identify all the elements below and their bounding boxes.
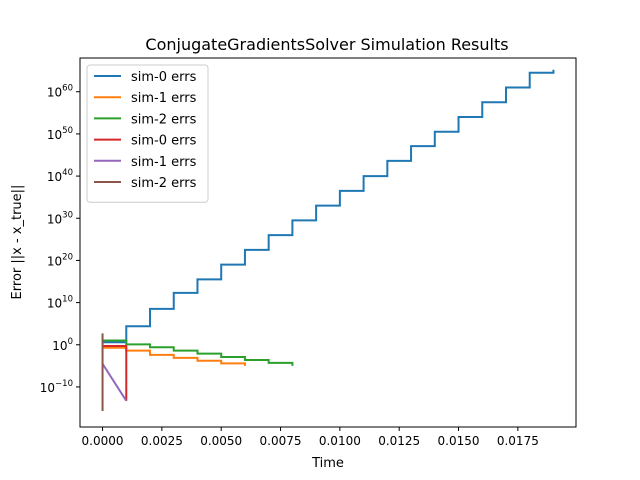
x-tick-label: 0.0100 bbox=[319, 434, 361, 448]
y-tick-exponent: 40 bbox=[62, 168, 73, 178]
x-tick-label: 0.0150 bbox=[438, 434, 480, 448]
y-tick-base: 10 bbox=[47, 128, 62, 142]
legend-box bbox=[86, 64, 209, 203]
x-tick-label: 0.0125 bbox=[378, 434, 420, 448]
y-tick-base: 10 bbox=[47, 254, 62, 268]
legend-label-5: sim-2 errs bbox=[131, 176, 197, 191]
legend-label-3: sim-0 errs bbox=[131, 134, 197, 149]
legend: sim-0 errs sim-1 errs sim-2 errs sim-0 errs… bbox=[86, 64, 209, 203]
y-tick-exponent: 60 bbox=[62, 84, 73, 94]
y-tick-base: 10 bbox=[47, 212, 62, 226]
legend-label-1: sim-1 errs bbox=[131, 91, 197, 106]
y-tick-base: 10 bbox=[40, 381, 55, 395]
y-tick-exponent: 20 bbox=[62, 252, 73, 262]
y-tick-label: 1040 bbox=[47, 168, 73, 184]
x-tick-label: 0.0175 bbox=[497, 434, 539, 448]
y-tick-base: 10 bbox=[47, 297, 62, 311]
y-tick-exponent: 0 bbox=[68, 337, 73, 347]
y-tick-label: 100 bbox=[52, 337, 73, 353]
series-line-4 bbox=[101, 363, 128, 402]
y-tick-exponent: 50 bbox=[62, 126, 73, 136]
y-tick-base: 10 bbox=[47, 86, 62, 100]
y-tick-exponent: 30 bbox=[62, 210, 73, 220]
legend-label-0: sim-0 errs bbox=[131, 70, 197, 85]
y-tick-label: 10−10 bbox=[40, 379, 73, 395]
y-tick-base: 10 bbox=[52, 339, 67, 353]
y-tick-label: 1010 bbox=[47, 295, 73, 311]
y-tick-exponent: 10 bbox=[62, 295, 73, 305]
y-tick-base: 10 bbox=[47, 170, 62, 184]
legend-label-4: sim-1 errs bbox=[131, 155, 197, 170]
y-axis-label: Error ||x - x_true|| bbox=[10, 185, 25, 300]
y-tick-label: 1030 bbox=[47, 210, 73, 226]
legend-label-2: sim-2 errs bbox=[131, 112, 197, 127]
chart-title: ConjugateGradientsSolver Simulation Resu… bbox=[145, 35, 508, 54]
series-line-3 bbox=[102, 345, 128, 401]
plot-frame bbox=[79, 57, 577, 428]
series-line-2 bbox=[102, 339, 294, 366]
y-tick-label: 1050 bbox=[47, 126, 73, 142]
tick-layer: 0.0000 0.0025 0.0050 0.0075 0.0100 0.0125 0.01… bbox=[40, 84, 539, 448]
y-tick-exponent: −10 bbox=[55, 379, 73, 389]
y-tick-label: 1020 bbox=[47, 252, 73, 268]
x-tick-label: 0.0025 bbox=[141, 434, 183, 448]
x-tick-label: 0.0000 bbox=[82, 434, 124, 448]
series-line-0 bbox=[102, 69, 555, 344]
x-tick-label: 0.0075 bbox=[260, 434, 302, 448]
y-tick-label: 1060 bbox=[47, 84, 73, 100]
x-axis-label: Time bbox=[311, 456, 344, 471]
x-tick-label: 0.0050 bbox=[200, 434, 242, 448]
series-layer bbox=[101, 69, 555, 411]
